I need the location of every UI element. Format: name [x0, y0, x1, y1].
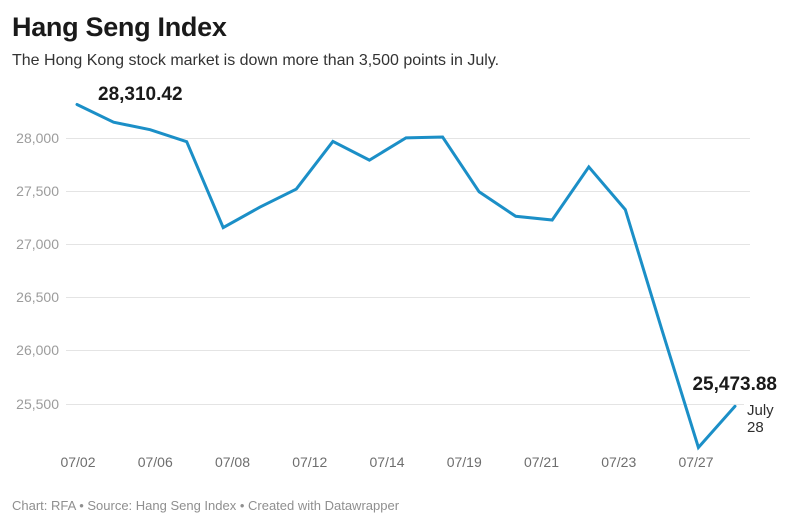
y-axis-tick-label: 27,000 — [16, 235, 59, 252]
y-axis-tick-label: 26,000 — [16, 342, 59, 359]
x-axis-tick-label: 07/02 — [60, 454, 96, 470]
x-axis-tick-label: 07/06 — [137, 454, 173, 470]
y-axis-tick-label: 28,000 — [16, 129, 59, 146]
y-axis-tick-label: 26,500 — [16, 289, 59, 306]
x-axis-tick-label: 07/14 — [369, 454, 405, 470]
chart-subtitle: The Hong Kong stock market is down more … — [12, 52, 500, 69]
first-point-value-label: 28,310.42 — [98, 84, 183, 105]
last-point-date-label: July 28 — [744, 401, 777, 438]
index-line-series — [75, 103, 737, 451]
chart-title: Hang Seng Index — [12, 12, 227, 42]
x-axis-tick-label: 07/19 — [446, 454, 482, 470]
last-point-value-label: 25,473.88 — [692, 374, 777, 397]
x-axis-tick-label: 07/21 — [523, 454, 560, 470]
x-axis-tick-label: 07/27 — [678, 454, 714, 470]
y-axis-tick-label: 25,500 — [16, 395, 59, 412]
x-axis-tick-label: 07/12 — [292, 454, 328, 470]
y-axis-tick-label: 27,500 — [16, 182, 59, 199]
x-axis-tick-label: 07/23 — [601, 454, 637, 470]
footer-credit: Chart: RFA • Source: Hang Seng Index • C… — [12, 498, 400, 513]
x-axis-tick-label: 07/08 — [214, 454, 251, 470]
